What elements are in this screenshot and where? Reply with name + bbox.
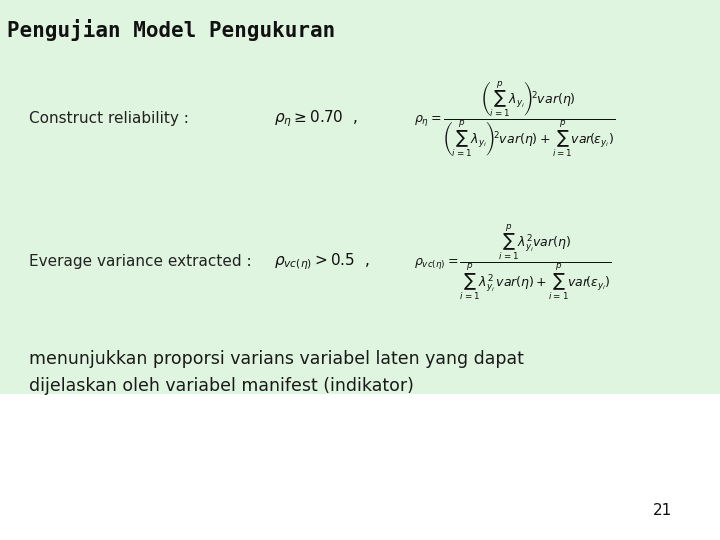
Text: Everage variance extracted :: Everage variance extracted : bbox=[29, 254, 261, 269]
Text: 21: 21 bbox=[653, 503, 672, 518]
Text: Construct reliability :: Construct reliability : bbox=[29, 111, 199, 126]
Text: $\rho_{\eta} = \dfrac{\left(\sum_{i=1}^{p} \lambda_{y_i}\right)^{\!2} var(\eta)}: $\rho_{\eta} = \dfrac{\left(\sum_{i=1}^{… bbox=[414, 79, 615, 159]
Text: dijelaskan oleh variabel manifest (indikator): dijelaskan oleh variabel manifest (indik… bbox=[29, 377, 414, 395]
Text: Pengujian Model Pengukuran: Pengujian Model Pengukuran bbox=[7, 19, 336, 41]
Text: $\rho_{vc(\eta)} > 0.5$  ,: $\rho_{vc(\eta)} > 0.5$ , bbox=[274, 252, 369, 272]
Text: $\rho_{vc(\eta)} = \dfrac{\sum_{i=1}^{p} \lambda_{y_i}^2 var(\eta)}{\sum_{i=1}^{: $\rho_{vc(\eta)} = \dfrac{\sum_{i=1}^{p}… bbox=[414, 222, 612, 302]
Text: $\rho_{\eta} \geq 0.70$  ,: $\rho_{\eta} \geq 0.70$ , bbox=[274, 109, 357, 129]
Text: menunjukkan proporsi varians variabel laten yang dapat: menunjukkan proporsi varians variabel la… bbox=[29, 350, 523, 368]
FancyBboxPatch shape bbox=[0, 0, 720, 394]
